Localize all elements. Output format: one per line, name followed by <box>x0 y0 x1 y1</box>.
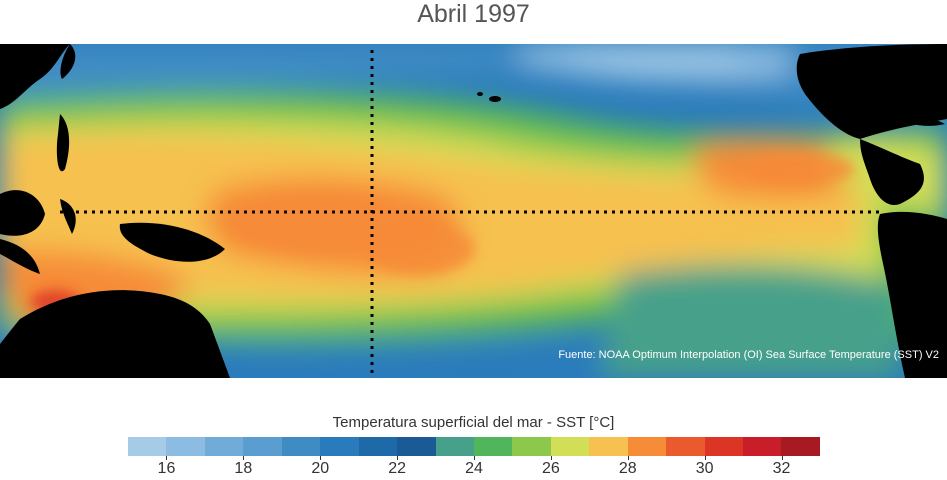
colorbar-swatch <box>320 437 359 456</box>
colorbar-tick-label: 24 <box>465 460 483 477</box>
land-caribbean <box>890 113 945 126</box>
colorbar-swatch <box>589 437 628 456</box>
colorbar-swatch <box>704 437 743 456</box>
land-hawaii <box>489 96 501 102</box>
colorbar-tick-label: 28 <box>618 460 637 477</box>
colorbar-tick-label: 30 <box>695 460 714 477</box>
map-title: Abril 1997 <box>417 0 530 28</box>
colorbar-swatch <box>397 437 436 456</box>
colorbar-swatch <box>781 437 820 456</box>
colorbar-swatch <box>512 437 551 456</box>
colorbar-swatch <box>243 437 282 456</box>
colorbar-tick-mark <box>781 456 783 460</box>
colorbar-tick-label: 32 <box>772 460 791 477</box>
colorbar-tick-mark <box>474 456 475 460</box>
land-australia <box>0 290 230 378</box>
sst-warm-cores <box>30 153 855 314</box>
sst-map <box>0 44 947 378</box>
land <box>0 44 947 378</box>
land-borneo <box>0 190 45 236</box>
colorbar-swatch <box>473 437 513 456</box>
colorbar-swatch <box>204 437 244 456</box>
colorbar-swatch <box>743 437 782 456</box>
data-source-note: Fuente: NOAA Optimum Interpolation (OI) … <box>558 349 939 361</box>
colorbar <box>128 437 820 456</box>
colorbar-swatch <box>281 437 321 456</box>
colorbar-tick-mark <box>704 456 706 460</box>
colorbar-swatch <box>128 437 167 456</box>
colorbar-tick-mark <box>166 456 168 460</box>
colorbar-tick-label: 18 <box>234 460 253 477</box>
legend-title: Temperatura superficial del mar - SST [°… <box>332 414 615 431</box>
land-sulawesi <box>60 199 76 234</box>
colorbar-swatch <box>358 437 398 456</box>
colorbar-swatch <box>627 437 667 456</box>
colorbar-tick-mark <box>243 456 245 460</box>
land-japan <box>60 44 76 79</box>
colorbar-tick-mark <box>627 456 629 460</box>
colorbar-swatch <box>666 437 705 456</box>
land-asia <box>0 44 70 109</box>
colorbar-tick-mark <box>397 456 399 460</box>
colorbar-tick-mark <box>550 456 552 460</box>
land-taiwan-philippines <box>56 114 70 172</box>
land-south-america <box>877 211 947 378</box>
colorbar-tick-label: 26 <box>541 460 560 477</box>
colorbar-tick-mark <box>320 456 322 460</box>
colorbar-swatch <box>166 437 205 456</box>
land-sumatra <box>0 239 40 274</box>
colorbar-tick-label: 20 <box>311 460 330 477</box>
colorbar-swatch <box>435 437 474 456</box>
colorbar-tick-label: 22 <box>388 460 407 477</box>
land-central-america <box>860 139 924 205</box>
colorbar-swatch <box>550 437 590 456</box>
colorbar-ticks: 16 18 20 22 24 26 28 30 32 <box>0 456 947 480</box>
colorbar-tick-label: 16 <box>157 460 176 477</box>
land-new-guinea <box>119 222 225 262</box>
